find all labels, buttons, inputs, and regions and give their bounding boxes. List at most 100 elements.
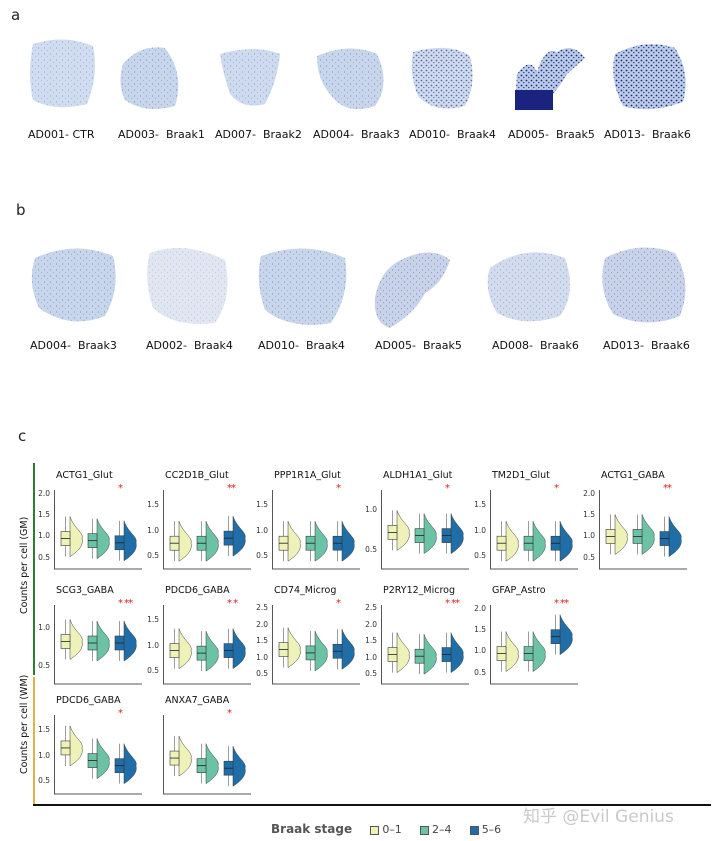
tissue-ad003	[120, 47, 179, 109]
legend-item-2-4: 2–4	[420, 823, 452, 836]
y-tick-label: 0.5	[147, 665, 159, 675]
tissue-ad004	[317, 48, 384, 110]
y-tick-label: 1.0	[147, 525, 159, 535]
plot-title: ANXA7_GABA	[165, 695, 230, 706]
ylabel-wm: Counts per cell (WM)	[19, 674, 30, 774]
tissue-ad001	[30, 39, 95, 108]
tissue-ad007	[220, 49, 280, 106]
tissue-row-a	[30, 39, 686, 110]
violin-half	[205, 521, 219, 562]
significance-marker: *	[445, 483, 450, 494]
y-tick-label: 1.5	[38, 510, 50, 520]
y-tick-label: 1.0	[474, 646, 486, 656]
violin-half	[205, 631, 219, 672]
plot-area	[163, 605, 251, 685]
significance-marker: *	[554, 483, 559, 494]
row-a-label-6: AD005- Braak5	[508, 128, 595, 141]
y-tick-label: 0.5	[38, 775, 50, 785]
y-tick-label: 2.0	[365, 619, 377, 629]
row-a-label-4: AD004- Braak3	[313, 128, 400, 141]
plot-title: PPP1R1A_Glut	[274, 470, 341, 481]
significance-marker: **	[227, 483, 236, 494]
violin-half	[314, 630, 328, 672]
significance-marker: *	[227, 708, 232, 719]
y-tick-label: 0.5	[256, 669, 268, 679]
legend: Braak stage 0–1 2–4 5–6	[271, 818, 501, 837]
y-tick-label: 0.5	[365, 669, 377, 679]
plot-area	[54, 490, 142, 570]
plot-axis	[490, 490, 578, 570]
plot-axis	[272, 605, 360, 685]
violin-half	[423, 513, 437, 555]
tissue-b-ad013	[602, 247, 686, 323]
violin-half	[532, 521, 546, 562]
plot-title: PDCD6_GABA	[165, 585, 230, 596]
violin-half	[69, 516, 83, 558]
significance-marker: * *	[227, 598, 238, 609]
legend-title: Braak stage	[271, 822, 353, 836]
significance-marker: * **	[554, 598, 569, 609]
violin-half	[505, 521, 519, 562]
plot-axis	[381, 490, 469, 570]
row-a-label-2: AD003- Braak1	[118, 128, 205, 141]
legend-item-5-6: 5–6	[469, 823, 501, 836]
plot-area	[490, 605, 578, 685]
legend-swatch-0-1	[370, 825, 380, 835]
plot-title: SCG3_GABA	[56, 585, 114, 596]
violin-half	[178, 628, 192, 670]
row-a-label-7: AD013- Braak6	[604, 128, 691, 141]
legend-swatch-5-6	[469, 825, 479, 835]
violin-half	[69, 725, 83, 767]
violin-half	[668, 516, 682, 558]
tissue-b-ad002	[147, 247, 228, 324]
y-tick-label: 2.5	[256, 603, 268, 613]
y-tick-label: 1.5	[147, 615, 159, 625]
plot-title: PDCD6_GABA	[56, 695, 121, 706]
plot-area	[381, 605, 469, 685]
tissue-b-ad004	[31, 248, 116, 322]
y-tick-label: 1.5	[365, 636, 377, 646]
violin-half	[178, 735, 192, 777]
y-tick-label: 1.0	[38, 750, 50, 760]
plot-title: TM2D1_Glut	[492, 470, 550, 481]
violin-half	[287, 521, 301, 562]
y-tick-label: 1.5	[256, 500, 268, 510]
violin-half	[123, 520, 137, 562]
y-tick-label: 1.5	[583, 510, 595, 520]
violin-half	[396, 632, 410, 674]
violin-half	[287, 627, 301, 669]
plot-title: CD74_Microg	[274, 585, 337, 596]
plot-axis	[163, 715, 251, 795]
y-tick-label: 2.5	[365, 603, 377, 613]
plot-area	[54, 605, 142, 685]
violin-half	[450, 632, 464, 674]
tissue-ad010	[411, 47, 473, 109]
significance-marker: * **	[445, 598, 460, 609]
violin-half	[341, 521, 355, 562]
row-a-label-3: AD007- Braak2	[215, 128, 302, 141]
violin-half	[614, 514, 628, 555]
y-tick-label: 1.0	[365, 505, 377, 514]
violin-half	[450, 513, 464, 555]
y-tick-label: 1.0	[256, 652, 268, 662]
plot-axis	[490, 605, 578, 685]
plot-area	[490, 490, 578, 570]
y-tick-label: 0.5	[474, 550, 486, 560]
y-tick-label: 1.0	[147, 640, 159, 650]
row-b-label-5: AD008- Braak6	[492, 339, 579, 352]
panel-c-baseline	[33, 804, 711, 806]
violin-half	[123, 620, 137, 662]
significance-marker: *	[336, 598, 341, 609]
y-tick-label: 1.5	[38, 725, 50, 735]
violin-half	[532, 631, 546, 673]
significance-marker: *	[336, 483, 341, 494]
plot-axis	[272, 490, 360, 570]
watermark: 知乎 @Evil Genius	[523, 807, 674, 827]
plot-title: ACTG1_Glut	[56, 470, 113, 481]
y-tick-label: 2.0	[38, 489, 50, 499]
violin-half	[559, 521, 573, 562]
plot-axis	[599, 490, 687, 570]
ylabel-gm: Counts per cell (GM)	[19, 516, 30, 614]
tissue-b-ad010	[258, 248, 347, 325]
row-b-label-6: AD013- Braak6	[603, 339, 690, 352]
